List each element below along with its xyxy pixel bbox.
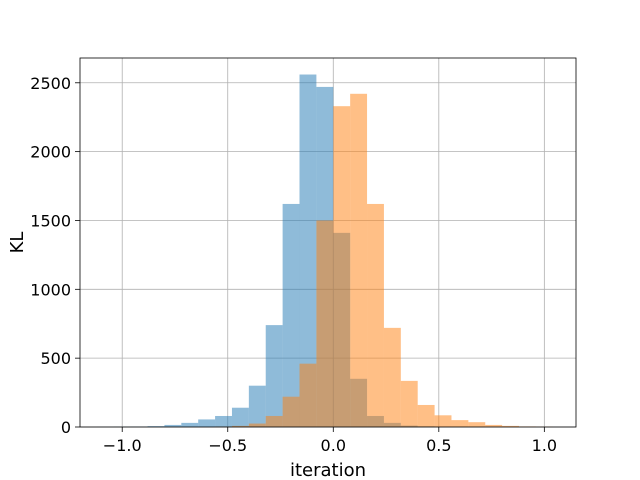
histogram-bar — [215, 415, 232, 427]
histogram-bar — [485, 424, 503, 427]
histogram-bars — [96, 74, 553, 427]
histogram-bar — [282, 203, 300, 427]
histogram-bar — [248, 385, 266, 427]
histogram-bar — [231, 425, 249, 427]
histogram-bar — [316, 220, 334, 427]
histogram-bar — [265, 325, 283, 427]
y-tick-label: 1000 — [30, 280, 71, 299]
histogram-bar — [468, 422, 486, 427]
histogram-bar — [164, 424, 182, 427]
histogram-series-1 — [96, 74, 469, 427]
x-tick-label: −0.5 — [208, 436, 247, 455]
histogram-bar — [333, 106, 351, 427]
histogram-bar — [417, 404, 435, 427]
histogram-bar — [282, 396, 300, 427]
x-axis-label: iteration — [290, 460, 366, 480]
y-tick-label: 2500 — [30, 74, 71, 93]
histogram-bar — [248, 423, 266, 427]
axes-frame — [79, 57, 577, 428]
histogram-bar — [367, 203, 384, 427]
histogram-bar — [265, 415, 283, 427]
y-tick-label: 0 — [61, 418, 71, 437]
y-axis-ticks: 0 500 1000 1500 2000 2500 — [30, 74, 80, 437]
histogram-bar — [299, 74, 317, 427]
y-tick-label: 500 — [40, 349, 71, 368]
histogram-bar — [181, 422, 199, 427]
histogram-bar — [451, 420, 469, 427]
y-tick-label: 1500 — [30, 211, 71, 230]
histogram-bar — [350, 93, 368, 427]
y-tick-label: 2000 — [30, 143, 71, 162]
histogram-bar — [502, 425, 520, 427]
histogram-bar — [147, 426, 165, 427]
histogram-bar — [198, 419, 216, 427]
histogram-bar — [231, 407, 249, 427]
x-axis-ticks: −1.0 −0.5 0.0 0.5 1.0 — [103, 427, 557, 455]
histogram-bar — [383, 327, 401, 427]
x-tick-label: 1.0 — [532, 436, 557, 455]
histogram-bar — [299, 363, 317, 427]
x-tick-label: 0.0 — [321, 436, 346, 455]
x-tick-label: −1.0 — [103, 436, 142, 455]
y-axis-label: KL — [7, 232, 28, 254]
histogram-bar — [434, 415, 452, 427]
histogram-bar — [400, 380, 418, 427]
histogram-series-2 — [215, 93, 553, 427]
x-tick-label: 0.5 — [426, 436, 451, 455]
